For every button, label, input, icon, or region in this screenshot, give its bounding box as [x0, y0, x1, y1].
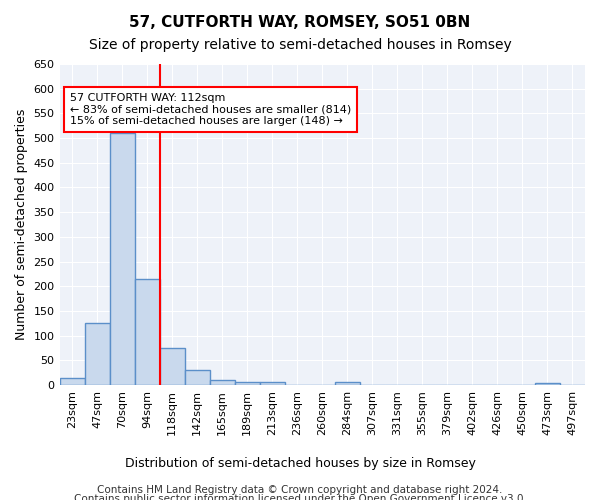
Bar [235, 382, 260, 385]
Text: 57, CUTFORTH WAY, ROMSEY, SO51 0BN: 57, CUTFORTH WAY, ROMSEY, SO51 0BN [130, 15, 470, 30]
Bar [85, 324, 110, 385]
Text: Contains HM Land Registry data © Crown copyright and database right 2024.: Contains HM Land Registry data © Crown c… [97, 485, 503, 495]
Bar [260, 382, 285, 385]
Bar [209, 380, 235, 385]
Bar [535, 382, 560, 385]
Bar [335, 382, 360, 385]
Text: Size of property relative to semi-detached houses in Romsey: Size of property relative to semi-detach… [89, 38, 511, 52]
Text: Contains public sector information licensed under the Open Government Licence v3: Contains public sector information licen… [74, 494, 526, 500]
Text: 57 CUTFORTH WAY: 112sqm
← 83% of semi-detached houses are smaller (814)
15% of s: 57 CUTFORTH WAY: 112sqm ← 83% of semi-de… [70, 93, 352, 126]
Bar [110, 133, 134, 385]
Text: Distribution of semi-detached houses by size in Romsey: Distribution of semi-detached houses by … [125, 458, 475, 470]
Bar [185, 370, 209, 385]
Bar [160, 348, 185, 385]
Bar [59, 378, 85, 385]
Y-axis label: Number of semi-detached properties: Number of semi-detached properties [15, 109, 28, 340]
Bar [134, 279, 160, 385]
